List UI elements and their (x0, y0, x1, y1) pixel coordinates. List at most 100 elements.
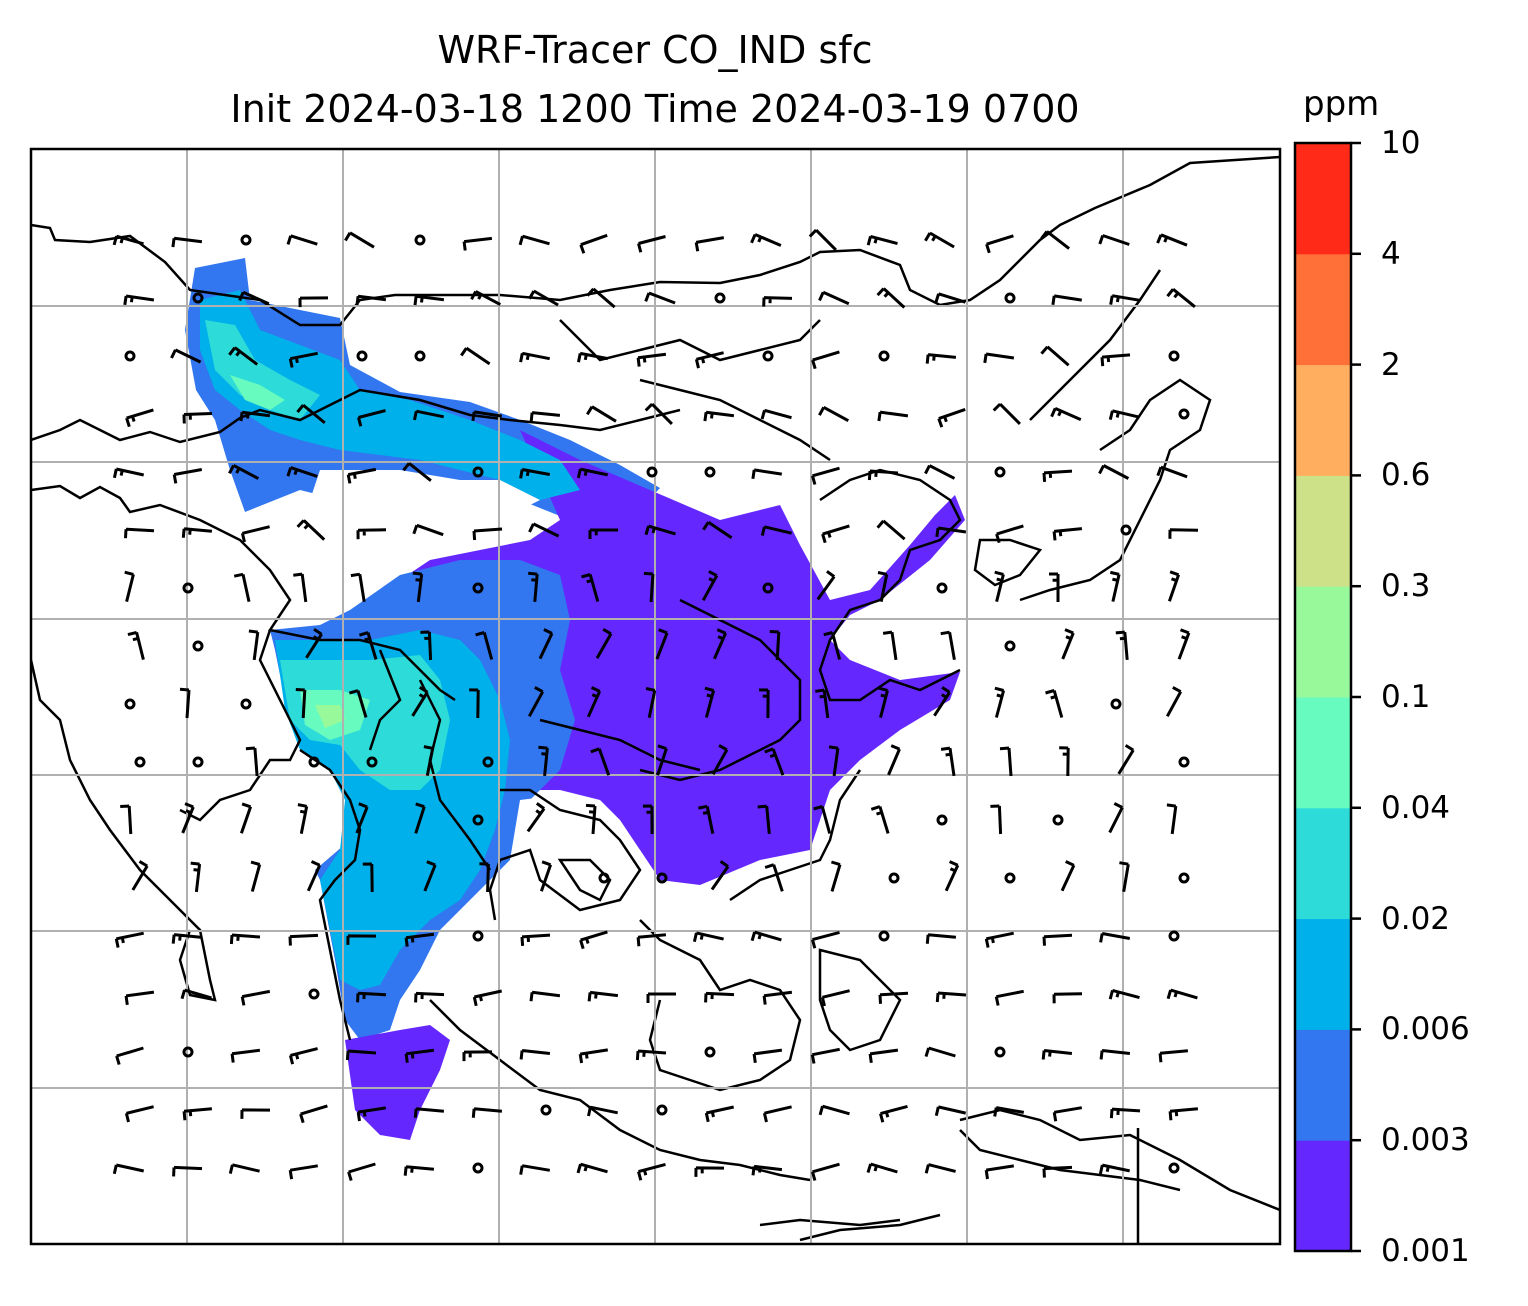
wind-barb (1098, 464, 1130, 480)
colorbar-tick-label: 0.6 (1381, 457, 1431, 494)
wind-barb (528, 571, 539, 603)
wind-barb (762, 296, 793, 307)
wind-barb (1109, 294, 1141, 305)
wind-barb (866, 1162, 898, 1174)
wind-barb (404, 932, 435, 947)
wind-barb (471, 1107, 503, 1118)
wind-barb (170, 348, 202, 364)
wind-barb (1099, 1049, 1131, 1060)
wind-barb (181, 527, 213, 538)
colorbar-band (1295, 1029, 1351, 1141)
plume-myanmar-light (315, 705, 345, 728)
wind-barb (306, 860, 322, 892)
colorbar-units: ppm (1303, 84, 1380, 124)
wind-barb (112, 1163, 145, 1175)
wind-barb (356, 528, 387, 540)
wind-barb (1165, 686, 1183, 718)
wind-barb (1115, 630, 1129, 661)
wind-barb (519, 468, 551, 479)
wind-barb (288, 1047, 318, 1065)
calm-wind-marker (482, 756, 494, 768)
wind-barb (423, 745, 435, 776)
wind-barb (924, 1046, 956, 1058)
calm-wind-marker (472, 582, 484, 594)
wind-barb (233, 572, 251, 603)
wind-barb (710, 860, 730, 891)
wind-barb (1060, 860, 1076, 892)
wind-barb (358, 631, 378, 660)
wind-barb (757, 804, 771, 835)
wind-barb (935, 991, 967, 1003)
wind-barb (698, 804, 715, 835)
wind-barb (713, 628, 727, 660)
wind-barb (229, 933, 261, 945)
wind-barb (1156, 233, 1188, 247)
wind-barb (760, 525, 792, 536)
wind-barb (472, 527, 503, 541)
wind-barb (866, 234, 898, 246)
wind-barb (655, 628, 669, 660)
calm-wind-marker (192, 640, 204, 652)
wind-barb (823, 631, 842, 660)
wind-barb (760, 408, 792, 420)
calm-wind-marker (656, 872, 668, 884)
calm-wind-marker (1120, 524, 1132, 536)
colorbar-band (1295, 918, 1351, 1030)
wind-barb (355, 294, 387, 306)
wind-barb (1109, 1107, 1141, 1119)
wind-barb (637, 1162, 666, 1181)
wind-barb (112, 234, 144, 246)
colorbar-tick-label: 2 (1381, 346, 1401, 383)
wind-barb (877, 571, 889, 603)
wind-barb (123, 294, 155, 306)
wind-barb (924, 231, 955, 249)
wind-barb (127, 630, 145, 660)
wind-barb (230, 1048, 261, 1063)
wind-barb (811, 1162, 840, 1181)
colorbar-band (1295, 1140, 1351, 1252)
wind-barb (350, 572, 366, 603)
calm-wind-marker (704, 1046, 716, 1058)
calm-wind-marker (182, 1046, 194, 1058)
calm-wind-marker (192, 756, 204, 768)
wind-barb (1168, 1107, 1199, 1121)
wind-barb (1108, 409, 1140, 420)
calm-wind-marker (1178, 756, 1190, 768)
wind-barb (179, 687, 191, 719)
wind-barb (240, 525, 270, 543)
wind-barb (924, 464, 956, 480)
wind-barb (585, 803, 597, 835)
calm-wind-marker (366, 756, 378, 768)
wind-barb (1042, 469, 1073, 482)
wind-barb (228, 346, 259, 366)
wind-barb (642, 804, 654, 835)
colorbar-band (1295, 143, 1351, 255)
calm-wind-marker (182, 582, 194, 594)
calm-wind-marker (472, 466, 484, 478)
calm-wind-marker (878, 350, 890, 362)
wind-barb (1156, 465, 1188, 479)
calm-wind-marker (888, 872, 900, 884)
wind-barb (114, 931, 145, 948)
wind-barb (586, 686, 602, 718)
wind-barb (590, 747, 611, 776)
wind-barb (813, 805, 832, 834)
wind-barb (694, 351, 724, 369)
colorbar-tick-label: 4 (1381, 235, 1401, 272)
wind-barb (830, 860, 842, 892)
calm-wind-marker (598, 872, 610, 884)
colorbar-tick-label: 0.006 (1381, 1011, 1470, 1048)
plume-myanmar-bright (280, 655, 450, 790)
calm-wind-marker (656, 1104, 668, 1116)
wind-barb (245, 746, 259, 777)
wind-barb (994, 686, 1006, 718)
wind-barb (296, 403, 326, 425)
wind-barb (1049, 572, 1060, 602)
wind-barb (990, 804, 1003, 835)
wind-barb (876, 519, 906, 541)
wind-barb (935, 526, 967, 538)
wind-barb (924, 1163, 956, 1174)
wind-barb (411, 686, 429, 717)
colorbar-tick-label: 0.3 (1381, 568, 1431, 605)
wind-barb (876, 287, 906, 309)
